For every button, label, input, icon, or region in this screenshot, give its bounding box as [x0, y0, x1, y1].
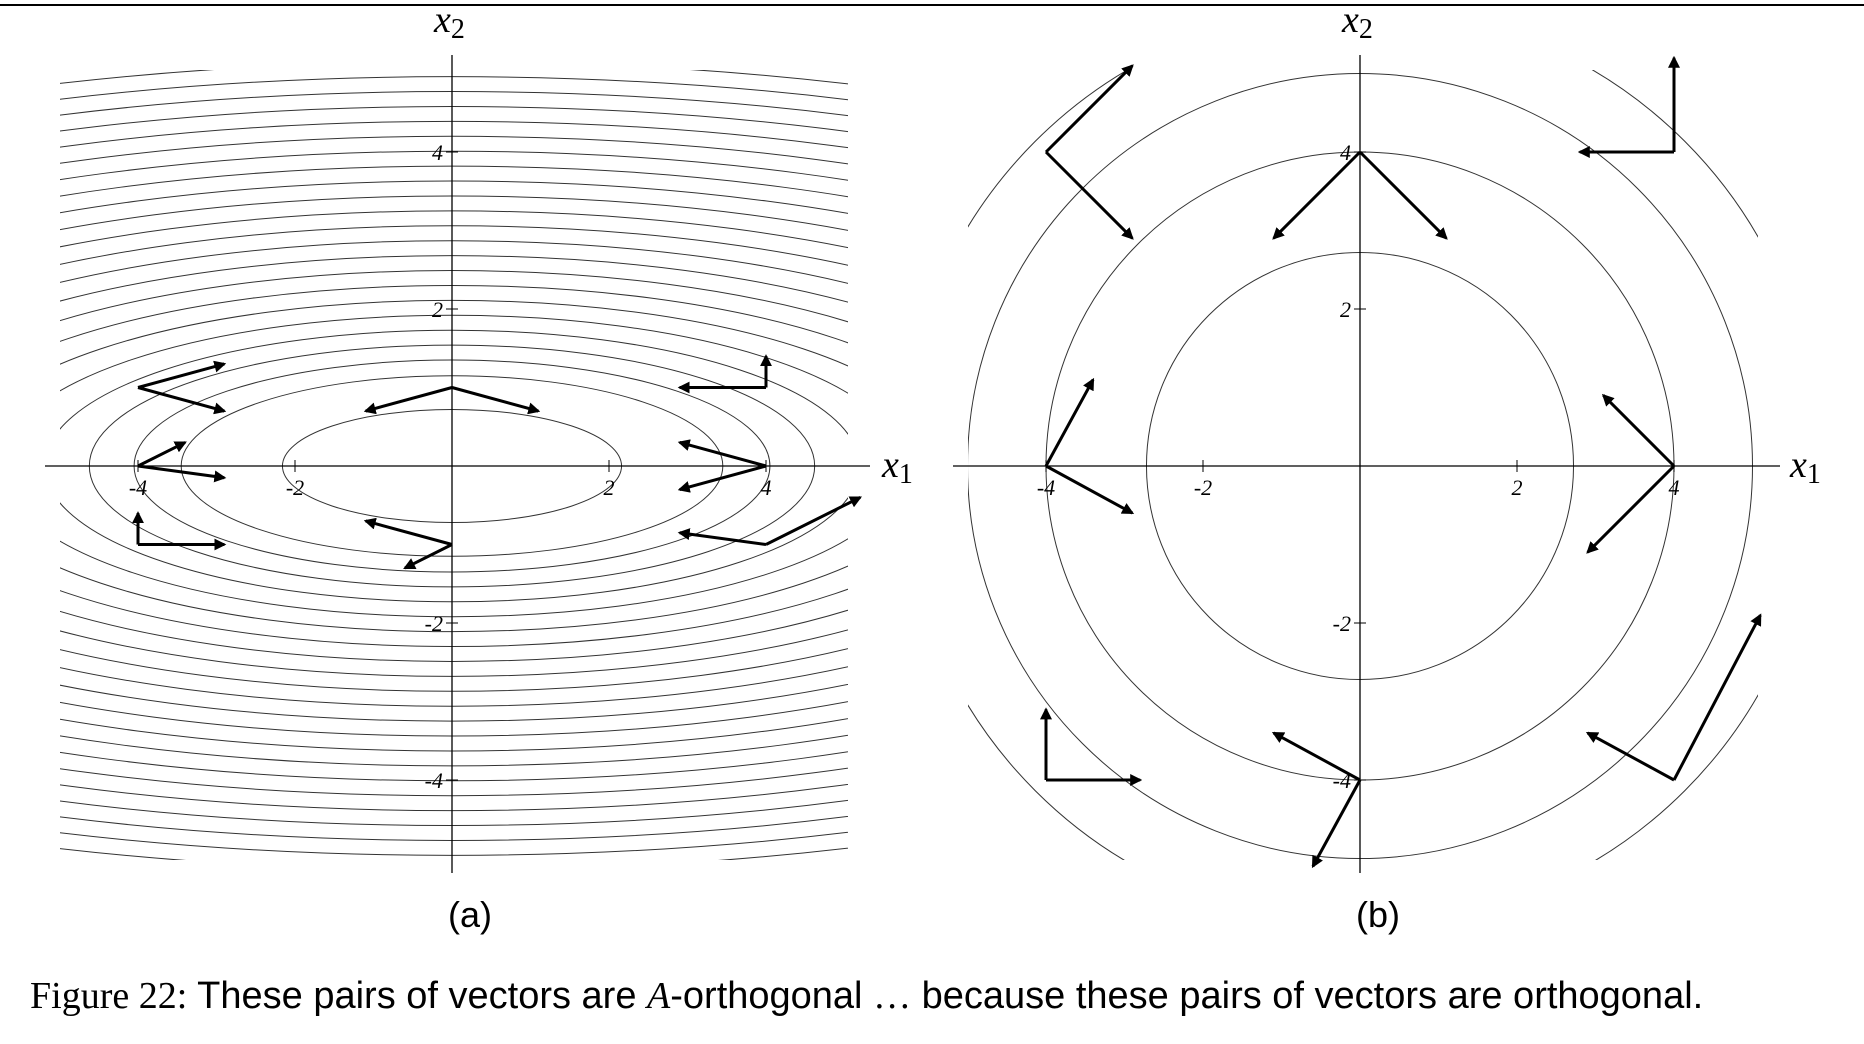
vector-arrow — [1672, 613, 1762, 781]
caption-text-1: These pairs of vectors are — [197, 975, 637, 1017]
caption-label: Figure 22: — [30, 975, 188, 1017]
x-tick-label: 4 — [1669, 475, 1680, 500]
x-tick-label: -4 — [1037, 475, 1055, 500]
vector-arrow — [403, 543, 453, 570]
x1-axis-label-b: x1 — [1789, 444, 1821, 490]
vector-arrow — [1586, 464, 1676, 554]
x-tick-label: 4 — [761, 475, 772, 500]
x-tick-label: 2 — [604, 475, 615, 500]
top-rule — [0, 4, 1864, 6]
ticks-b: -4 -2 2 442-2-4 — [1037, 140, 1680, 793]
vector-arrow — [765, 496, 862, 546]
y-tick-label: 2 — [1340, 297, 1351, 322]
y-tick-label: -2 — [425, 611, 443, 636]
x-tick-label: 2 — [1512, 475, 1523, 500]
y-tick-label: 4 — [1340, 140, 1351, 165]
figure-caption: Figure 22: These pairs of vectors are A-… — [30, 974, 1864, 1018]
vector-arrow — [1044, 150, 1134, 240]
x1-axis-label-a: x1 — [881, 444, 913, 490]
vector-arrow — [451, 386, 541, 415]
x-tick-label: -4 — [129, 475, 147, 500]
vectors-a — [132, 354, 862, 570]
x-tick-label: -2 — [286, 475, 304, 500]
vector-arrow — [677, 464, 767, 493]
panel-b-sublabel: (b) — [1356, 894, 1400, 935]
figure-22-plots: -4 -2 2 4 4 2 -2 -4 x2 x1 (a) -4 -2 2 4 4 2 -2 -4 x2 x… — [45, 0, 1821, 935]
y-tick-label: -4 — [425, 768, 443, 793]
vector-arrow — [1585, 731, 1675, 782]
panel-b: -4 -2 2 442-2-4 x2 x1 (b) — [953, 0, 1821, 935]
vector-arrow — [363, 386, 453, 415]
vector-arrow — [363, 517, 453, 546]
vector-arrow — [1358, 150, 1448, 240]
vectors-b — [1040, 55, 1762, 869]
vector-arrow — [1044, 377, 1095, 467]
vector-arrow — [137, 464, 227, 483]
vector-arrow — [1044, 64, 1134, 154]
vector-arrow — [677, 439, 767, 468]
vector-arrow — [1311, 779, 1362, 869]
panel-a: -4 -2 2 4 4 2 -2 -4 x2 x1 (a) — [45, 0, 913, 935]
caption-ellipsis: … — [873, 975, 912, 1017]
vector-arrow — [137, 441, 187, 468]
vector-arrow — [677, 528, 767, 546]
caption-text-3: because these pairs of vectors are ortho… — [921, 975, 1704, 1017]
x-tick-label: -2 — [1194, 475, 1212, 500]
caption-text-2: -orthogonal — [670, 975, 863, 1017]
vector-arrow — [1601, 393, 1676, 468]
y-tick-label: -2 — [1333, 611, 1351, 636]
x2-axis-label-a: x2 — [433, 0, 465, 45]
vector-arrow — [1271, 731, 1361, 782]
caption-math-a: A — [647, 975, 671, 1017]
vector-arrow — [137, 386, 227, 415]
x2-axis-label-b: x2 — [1341, 0, 1373, 45]
vector-arrow — [137, 360, 227, 389]
vector-arrow — [1045, 464, 1135, 515]
panel-a-sublabel: (a) — [448, 894, 492, 935]
y-tick-label: 2 — [432, 297, 443, 322]
vector-arrow — [1272, 150, 1362, 240]
ticks-a: -4 -2 2 4 4 2 -2 -4 — [129, 140, 772, 793]
y-tick-label: 4 — [432, 140, 443, 165]
